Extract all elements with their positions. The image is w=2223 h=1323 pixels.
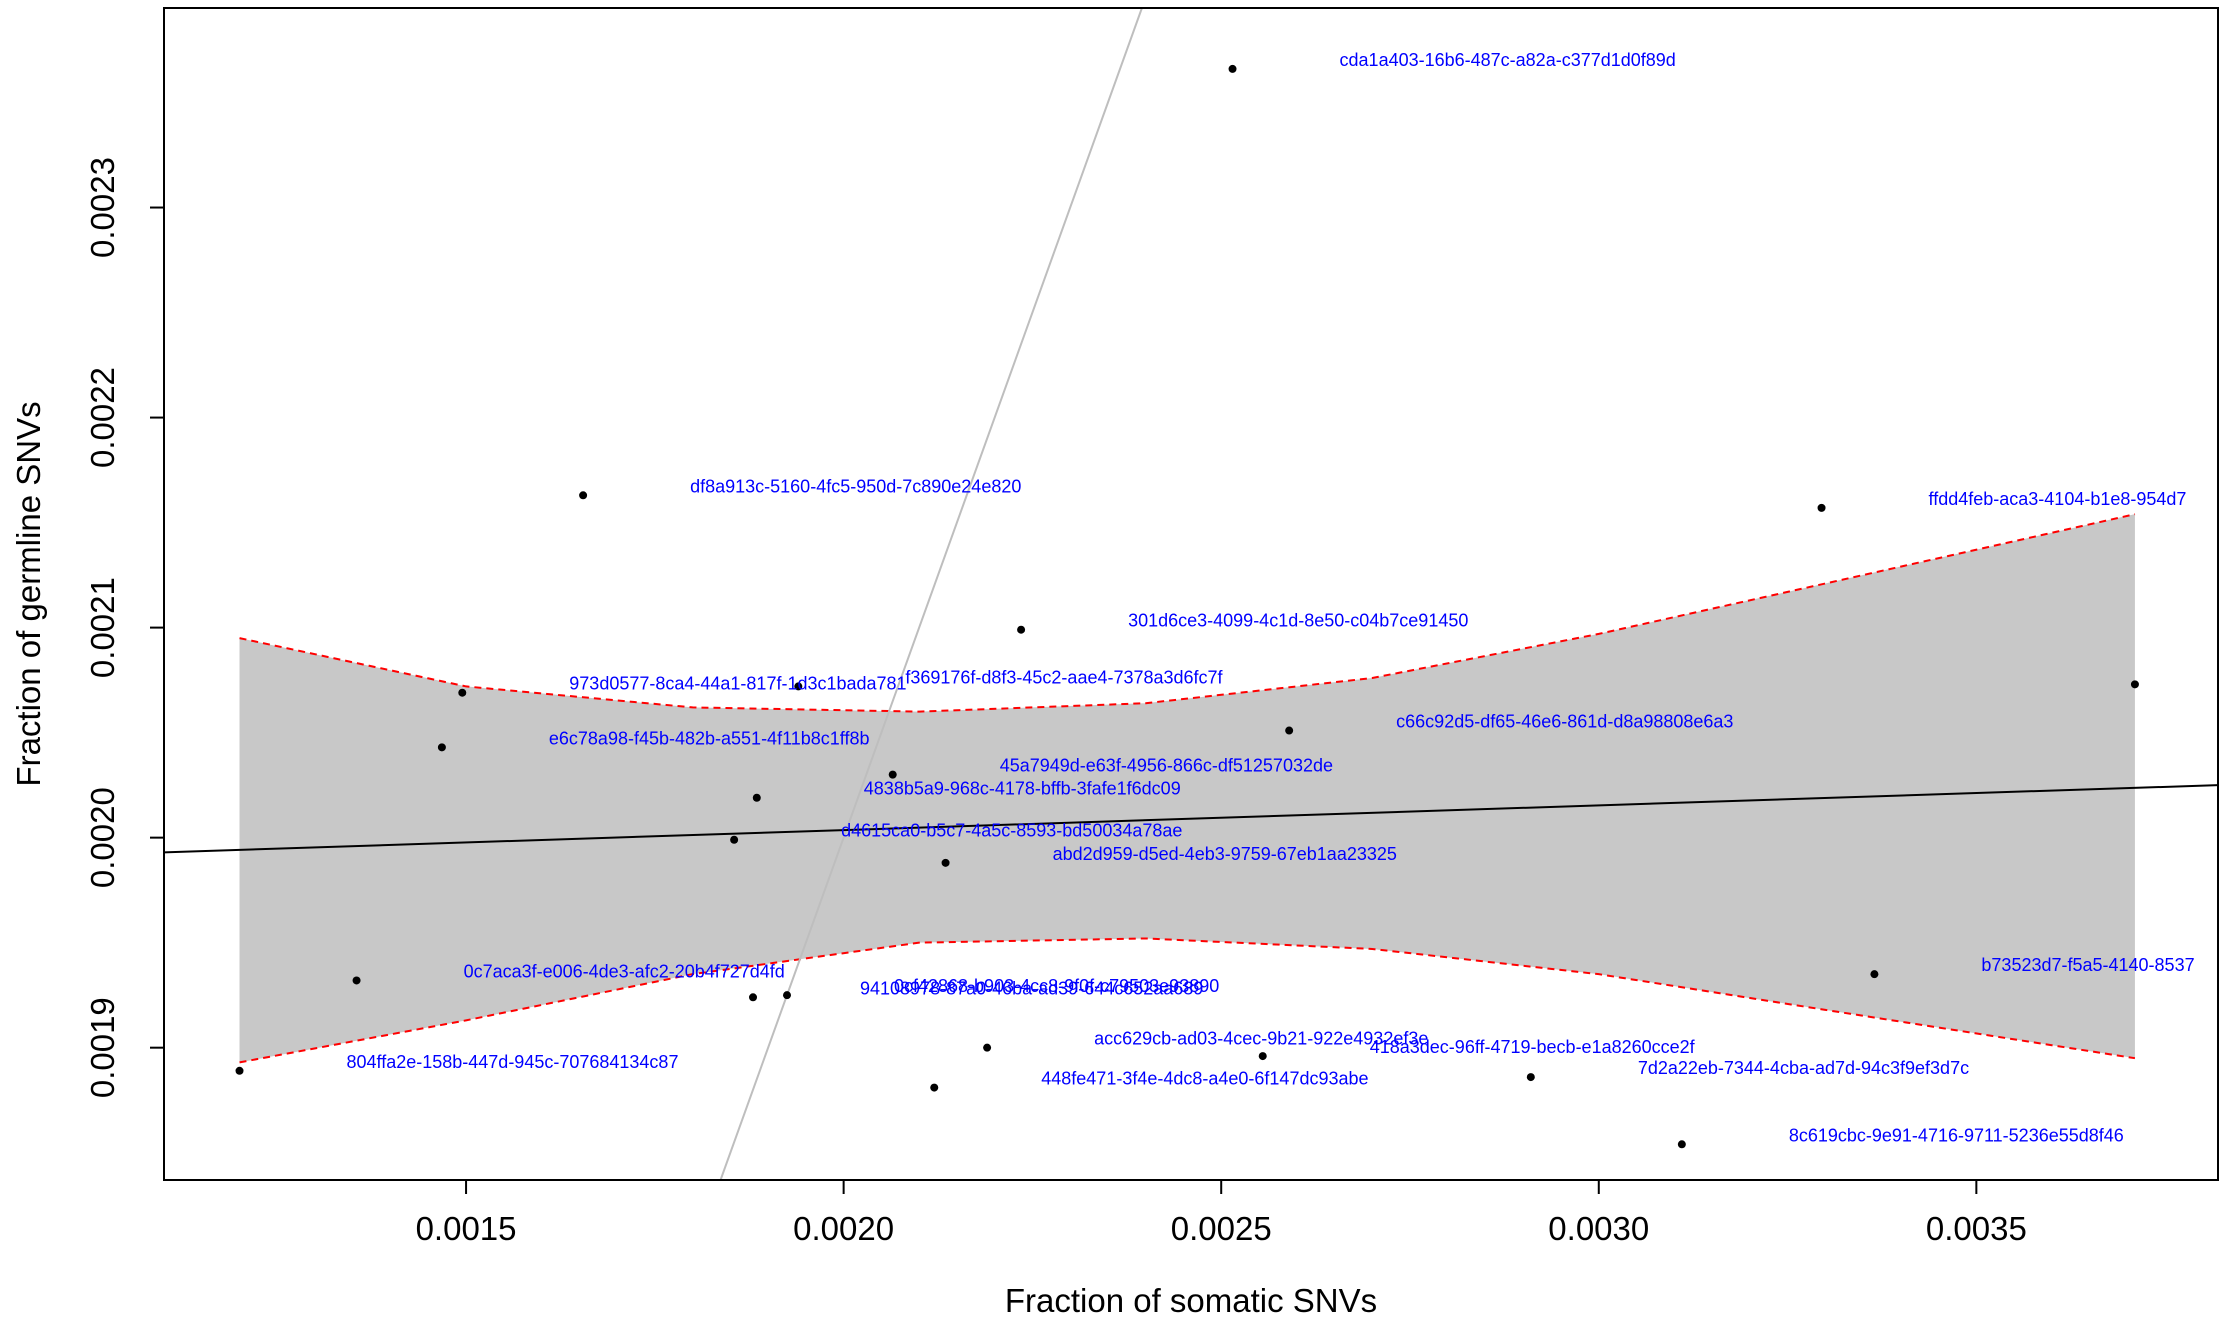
x-axis: 0.0015 0.0020 0.0025 0.0030 0.0035 xyxy=(416,1180,2027,1247)
data-point xyxy=(1228,64,1237,73)
data-point xyxy=(1817,503,1826,512)
y-axis: 0.0019 0.0020 0.0021 0.0022 0.0023 xyxy=(84,157,164,1098)
point-label: 973d0577-8ca4-44a1-817f-1d3c1bada781 xyxy=(569,674,906,694)
data-point xyxy=(752,793,761,802)
y-tick-label: 0.0021 xyxy=(84,577,121,678)
point-label: f369176f-d8f3-45c2-aae4-7378a3d6fc7f xyxy=(905,667,1223,687)
y-axis-title: Fraction of germline SNVs xyxy=(10,401,47,786)
data-point xyxy=(1285,726,1294,735)
point-label: 418a3dec-96ff-4719-becb-e1a8260cce2f xyxy=(1370,1037,1696,1057)
point-labels-layer: cda1a403-16b6-487c-a82a-c377d1d0f89d df8a… xyxy=(347,50,2195,1145)
point-label: 94108978-87a0-46ba-ad39-644c652aa689 xyxy=(860,978,1203,998)
data-point xyxy=(1526,1073,1535,1082)
data-point xyxy=(352,976,361,985)
point-label: 0c7aca3f-e006-4de3-afc2-20b4f727d4fd xyxy=(464,961,785,981)
data-point xyxy=(941,858,950,867)
point-label: 0cf42868-b903-4cc8-9f0f-c79503e93890 xyxy=(894,976,1219,996)
lower-band-border xyxy=(239,937,2136,1064)
data-point xyxy=(1677,1140,1686,1149)
point-label: 7d2a22eb-7344-4cba-ad7d-94c3f9ef3d7c xyxy=(1638,1058,1969,1078)
point-label: abd2d959-d5ed-4eb3-9759-67eb1aa23325 xyxy=(1053,844,1397,864)
x-tick-label: 0.0015 xyxy=(416,1210,517,1247)
y-tick-label: 0.0019 xyxy=(84,997,121,1098)
point-label: e6c78a98-f45b-482b-a551-4f11b8c1ff8b xyxy=(549,728,870,748)
data-point xyxy=(749,993,758,1002)
data-point xyxy=(579,491,588,500)
y-tick-label: 0.0020 xyxy=(84,787,121,888)
confidence-band-area xyxy=(239,514,2135,1063)
points-layer xyxy=(235,64,2139,1149)
point-label: b73523d7-f5a5-4140-8537 xyxy=(1981,955,2194,975)
identity-line xyxy=(719,8,1143,1180)
y-tick-label: 0.0023 xyxy=(84,157,121,258)
x-axis-title: Fraction of somatic SNVs xyxy=(1005,1282,1377,1319)
data-point xyxy=(930,1083,939,1092)
x-tick-label: 0.0030 xyxy=(1548,1210,1649,1247)
point-label: 4838b5a9-968c-4178-bffb-3fafe1f6dc09 xyxy=(864,779,1181,799)
x-tick-label: 0.0025 xyxy=(1171,1210,1272,1247)
x-tick-label: 0.0035 xyxy=(1926,1210,2027,1247)
data-point xyxy=(983,1043,992,1052)
confidence-band-layer xyxy=(239,513,2136,1064)
data-point xyxy=(730,835,739,844)
point-label: df8a913c-5160-4fc5-950d-7c890e24e820 xyxy=(690,476,1021,496)
data-point xyxy=(1258,1052,1267,1061)
point-label: 8c619cbc-9e91-4716-9711-5236e55d8f46 xyxy=(1789,1125,2124,1145)
data-point xyxy=(782,991,791,1000)
point-label: 45a7949d-e63f-4956-866c-df51257032de xyxy=(1000,756,1333,776)
data-point xyxy=(1017,625,1026,634)
upper-band-border xyxy=(239,513,2136,713)
point-label: 448fe471-3f4e-4dc8-a4e0-6f147dc93abe xyxy=(1041,1069,1368,1089)
y-tick-label: 0.0022 xyxy=(84,367,121,468)
regression-line xyxy=(164,784,2218,854)
point-label: c66c92d5-df65-46e6-861d-d8a98808e6a3 xyxy=(1396,712,1733,732)
point-label: acc629cb-ad03-4cec-9b21-922e4932ef3e xyxy=(1094,1029,1428,1049)
x-tick-label: 0.0020 xyxy=(793,1210,894,1247)
point-label: 804ffa2e-158b-447d-945c-707684134c87 xyxy=(347,1052,679,1072)
point-label: cda1a403-16b6-487c-a82a-c377d1d0f89d xyxy=(1340,50,1676,70)
data-point xyxy=(437,743,446,752)
data-point xyxy=(2130,680,2139,689)
reference-lines-layer xyxy=(164,8,2218,1180)
data-point xyxy=(888,770,897,779)
data-point xyxy=(235,1066,244,1075)
point-label: d4615ca0-b5c7-4a5c-8593-bd50034a78ae xyxy=(841,821,1182,841)
data-point xyxy=(458,688,467,697)
plot-frame xyxy=(163,7,2219,1181)
point-label: 301d6ce3-4099-4c1d-8e50-c04b7ce91450 xyxy=(1128,611,1468,631)
data-point xyxy=(1870,970,1879,979)
point-label: ffdd4feb-aca3-4104-b1e8-954d7 xyxy=(1929,489,2187,509)
data-point xyxy=(794,682,803,691)
